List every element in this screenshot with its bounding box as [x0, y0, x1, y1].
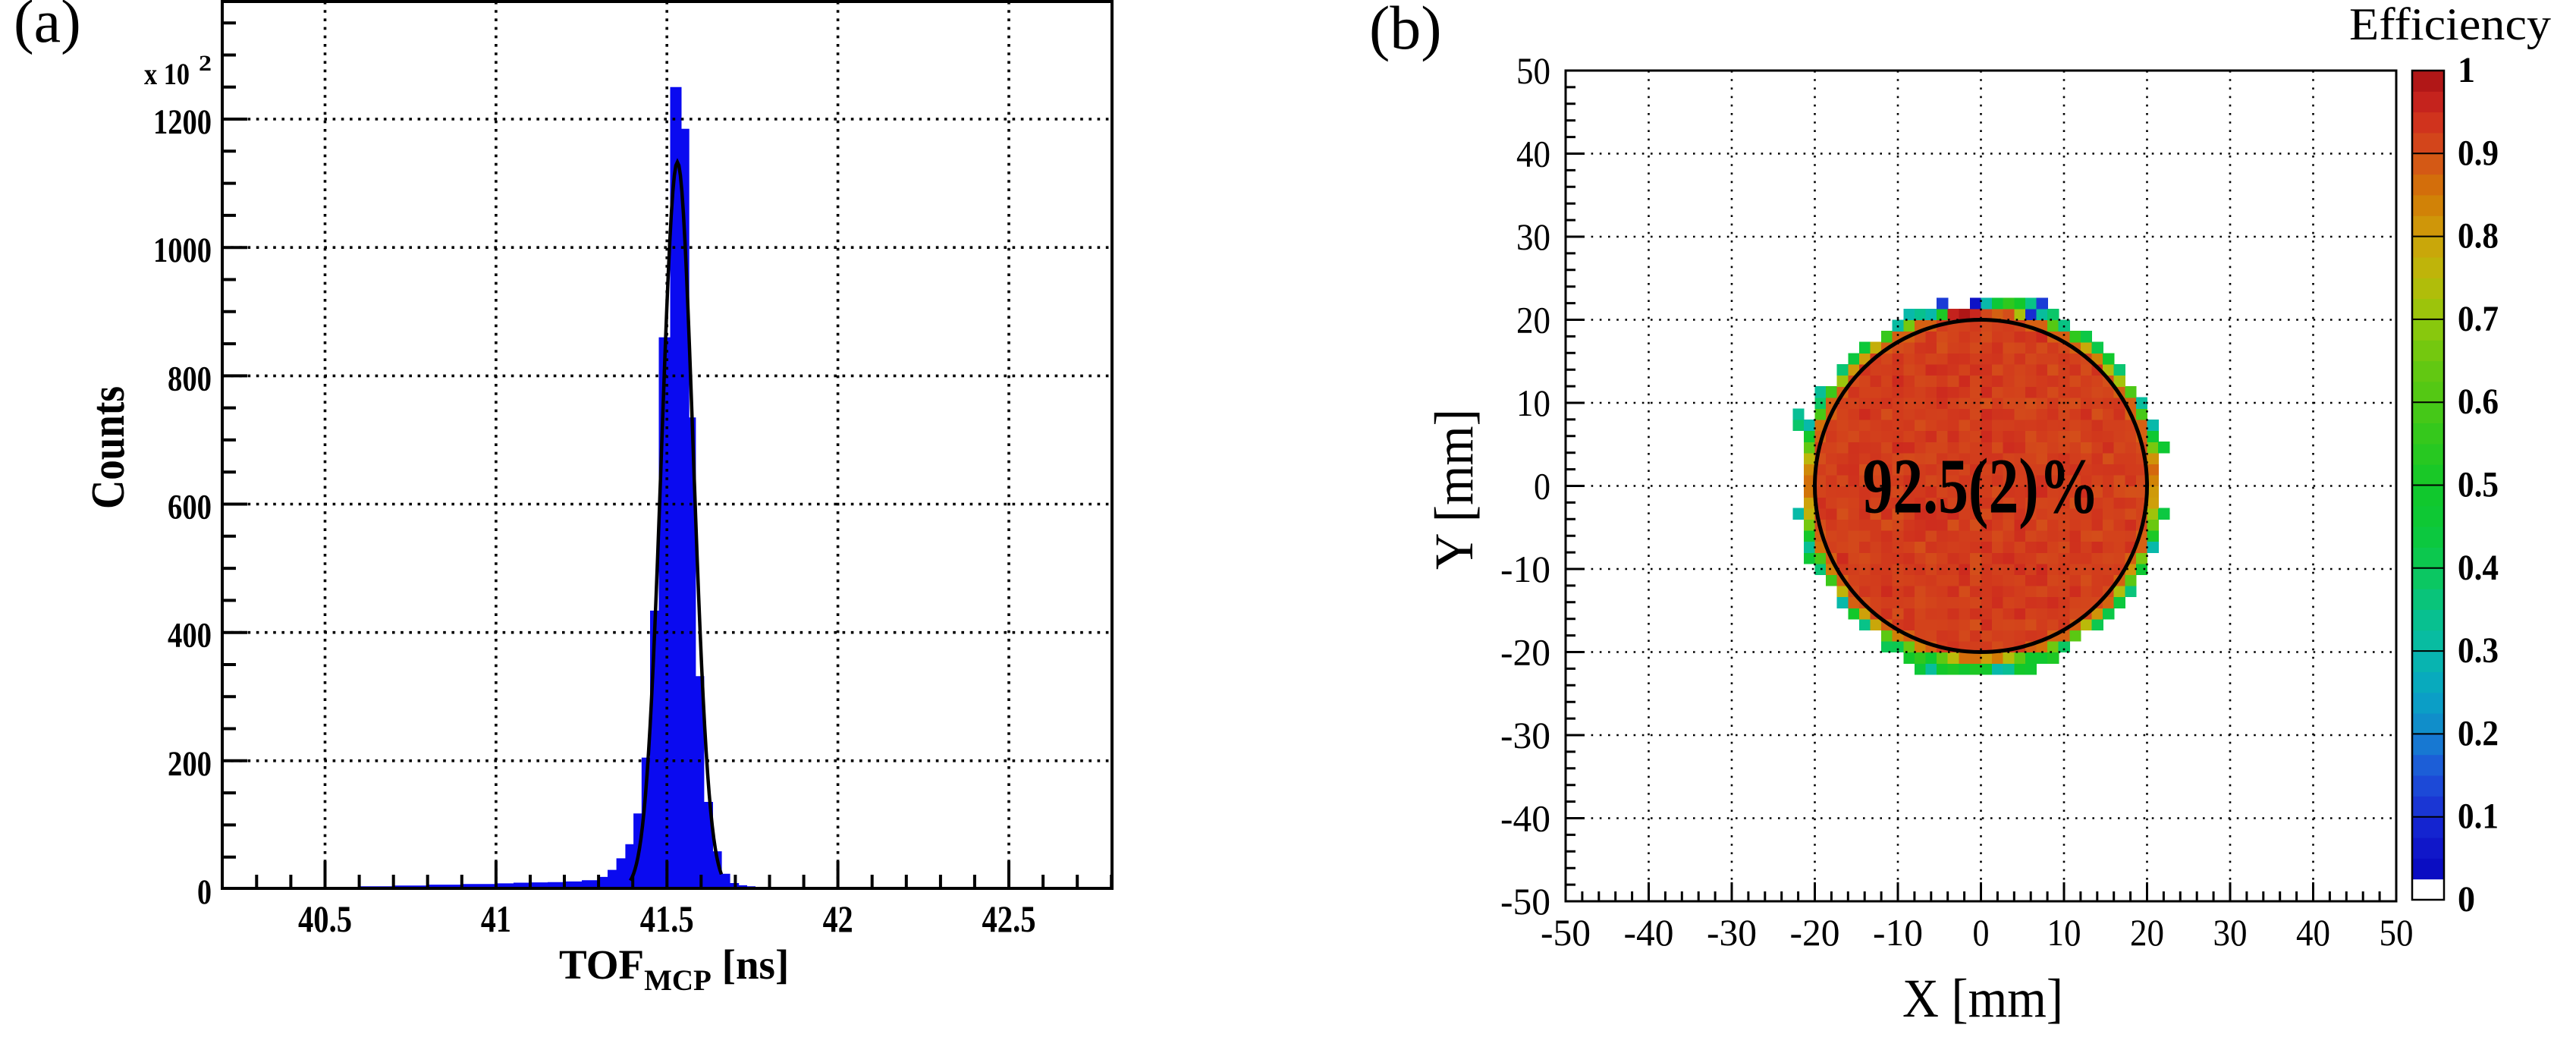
svg-text:-40: -40 — [1500, 797, 1550, 840]
svg-text:0.3: 0.3 — [2458, 630, 2499, 671]
svg-text:800: 800 — [168, 359, 212, 398]
svg-text:30: 30 — [2213, 911, 2248, 954]
svg-text:10: 10 — [1516, 382, 1550, 424]
svg-text:42: 42 — [823, 897, 853, 940]
svg-text:X [mm]: X [mm] — [1902, 968, 2063, 1029]
svg-text:600: 600 — [168, 488, 212, 527]
svg-text:20: 20 — [2130, 911, 2164, 954]
svg-text:50: 50 — [2380, 911, 2414, 954]
svg-text:200: 200 — [168, 744, 212, 784]
svg-text:2: 2 — [199, 51, 212, 76]
svg-text:30: 30 — [1516, 215, 1550, 258]
svg-text:-50: -50 — [1500, 880, 1550, 923]
svg-text:0: 0 — [2458, 879, 2475, 919]
svg-text:1: 1 — [2458, 50, 2475, 90]
svg-text:10: 10 — [2047, 911, 2081, 954]
svg-text:0.9: 0.9 — [2458, 133, 2499, 173]
svg-text:Y [mm]: Y [mm] — [1424, 409, 1484, 570]
svg-text:0.1: 0.1 — [2458, 797, 2499, 837]
svg-text:0: 0 — [1973, 911, 1990, 954]
svg-text:0.4: 0.4 — [2458, 548, 2499, 588]
svg-text:40: 40 — [2296, 911, 2330, 954]
svg-text:Efficiency: Efficiency — [2349, 0, 2551, 49]
svg-text:-50: -50 — [1541, 911, 1591, 954]
svg-text:-10: -10 — [1873, 911, 1923, 954]
svg-text:41.5: 41.5 — [640, 897, 694, 940]
svg-text:1200: 1200 — [153, 102, 212, 142]
svg-text:-10: -10 — [1500, 548, 1550, 590]
svg-text:0.6: 0.6 — [2458, 382, 2499, 422]
svg-text:-20: -20 — [1790, 911, 1840, 954]
svg-text:0.5: 0.5 — [2458, 465, 2499, 505]
svg-text:0: 0 — [197, 872, 212, 912]
svg-text:-30: -30 — [1707, 911, 1757, 954]
svg-text:0.7: 0.7 — [2458, 299, 2499, 339]
svg-text:(b): (b) — [1369, 0, 1442, 62]
svg-text:400: 400 — [168, 616, 212, 655]
svg-text:50: 50 — [1516, 49, 1550, 92]
svg-text:0: 0 — [1534, 465, 1550, 508]
svg-text:0.2: 0.2 — [2458, 713, 2499, 753]
svg-text:(a): (a) — [14, 0, 81, 55]
svg-text:-30: -30 — [1500, 714, 1550, 756]
svg-text:41: 41 — [481, 897, 511, 940]
svg-text:0.8: 0.8 — [2458, 216, 2499, 256]
svg-text:40: 40 — [1516, 133, 1550, 175]
svg-text:Counts: Counts — [83, 386, 134, 509]
svg-text:x 10: x 10 — [144, 57, 190, 91]
svg-text:-20: -20 — [1500, 631, 1550, 674]
svg-text:1000: 1000 — [153, 231, 212, 270]
svg-text:20: 20 — [1516, 299, 1550, 341]
svg-text:40.5: 40.5 — [298, 897, 352, 940]
svg-text:-40: -40 — [1624, 911, 1674, 954]
svg-text:42.5: 42.5 — [982, 897, 1036, 940]
svg-text:92.5(2)%: 92.5(2)% — [1863, 443, 2100, 530]
